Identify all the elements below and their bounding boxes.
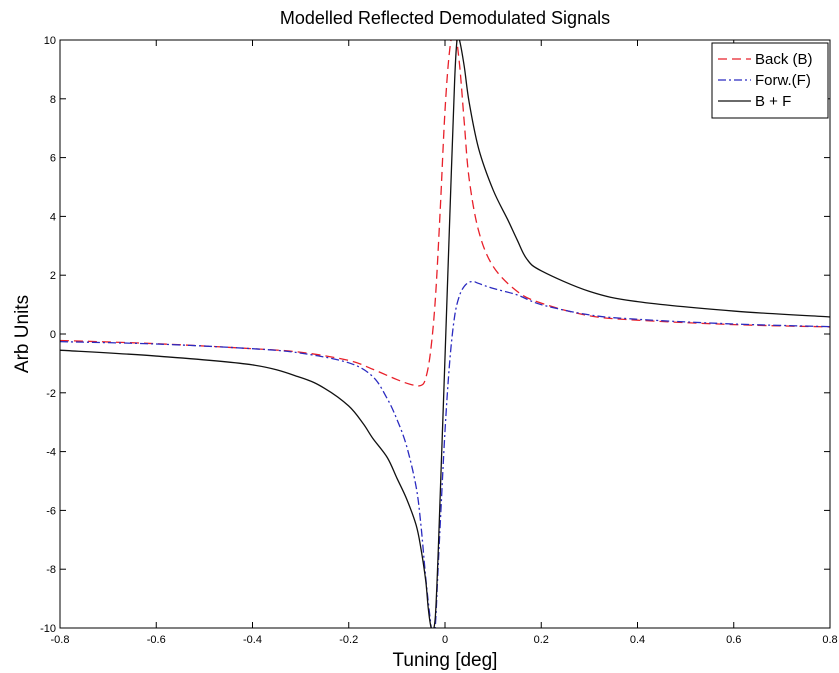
x-tick-label: 0	[442, 634, 448, 646]
chart-title: Modelled Reflected Demodulated Signals	[280, 8, 610, 28]
x-tick-label: -0.6	[147, 634, 166, 646]
y-tick-label: -2	[46, 388, 56, 400]
series-line-forw	[60, 280, 830, 628]
x-tick-label: 0.8	[822, 634, 837, 646]
plot-frame	[59, 39, 831, 629]
x-tick-label: 0.4	[630, 634, 645, 646]
series-line-sum	[60, 40, 830, 628]
legend-label-forw: Forw.(F)	[755, 72, 811, 89]
y-tick-label: 6	[50, 153, 56, 165]
y-tick-label: -6	[46, 505, 56, 517]
ticks-layer: -0.8 -0.6 -0.4 -0.2 0 0.2 0.4 0.6 0.8 -10 -8 -6 -4 -2…	[40, 35, 838, 646]
y-tick-label: -8	[46, 564, 56, 576]
y-axis-label: Arb Units	[12, 295, 33, 373]
series-layer	[60, 40, 830, 628]
y-tick-label: 8	[50, 94, 56, 106]
y-tick-label: 2	[50, 270, 56, 282]
legend-label-back: Back (B)	[755, 51, 813, 68]
x-tick-label: -0.2	[339, 634, 358, 646]
x-axis-label: Tuning [deg]	[393, 650, 498, 671]
y-tick-label: 4	[50, 211, 56, 223]
legend-label-sum: B + F	[755, 93, 791, 110]
y-tick-label: 10	[44, 35, 56, 47]
x-tick-label: 0.2	[534, 634, 549, 646]
series-line-back	[60, 40, 830, 387]
x-tick-label: -0.4	[243, 634, 262, 646]
y-tick-label: 0	[50, 329, 56, 341]
x-tick-label: 0.6	[726, 634, 741, 646]
legend-box	[711, 42, 829, 119]
y-tick-label: -4	[46, 447, 56, 459]
x-tick-label: -0.8	[51, 634, 70, 646]
y-tick-label: -10	[40, 623, 56, 635]
legend: Back (B) Forw.(F) B + F	[711, 42, 829, 119]
